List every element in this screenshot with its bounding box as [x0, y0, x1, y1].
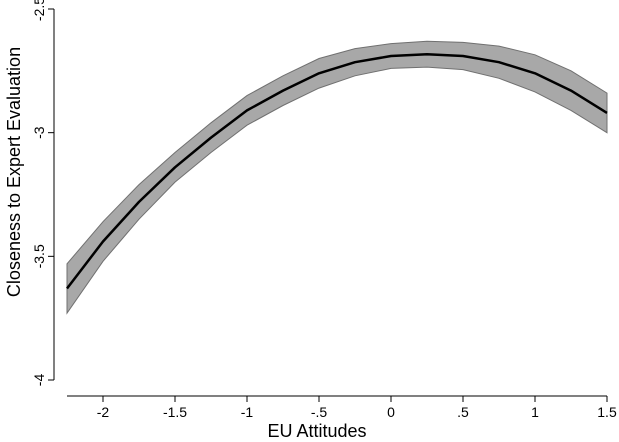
x-tick-label: 0 [387, 404, 395, 420]
x-axis: -2 -1.5 -1 -.5 0 .5 1 1.5 [67, 395, 617, 420]
y-tick-label: -3 [31, 126, 47, 139]
x-tick-label: -1.5 [163, 404, 187, 420]
y-tick-label: -2.5 [31, 0, 47, 21]
y-axis: -4 -3.5 -3 -2.5 [31, 0, 55, 386]
x-tick-label: 1.5 [597, 404, 617, 420]
y-axis-title: Closeness to Expert Evaluation [4, 47, 24, 297]
x-axis-title: EU Attitudes [267, 421, 366, 441]
x-tick-label: -.5 [311, 404, 328, 420]
x-ticks: -2 -1.5 -1 -.5 0 .5 1 1.5 [97, 396, 617, 420]
x-tick-label: -2 [97, 404, 110, 420]
fitted-line [66, 53, 608, 290]
confidence-band [66, 40, 608, 315]
x-tick-label: -1 [241, 404, 254, 420]
y-tick-label: -3.5 [31, 244, 47, 268]
plot-area [66, 40, 608, 315]
x-tick-label: 1 [531, 404, 539, 420]
x-tick-label: .5 [457, 404, 469, 420]
y-tick-label: -4 [31, 374, 47, 387]
y-ticks: -4 -3.5 -3 -2.5 [31, 0, 54, 386]
